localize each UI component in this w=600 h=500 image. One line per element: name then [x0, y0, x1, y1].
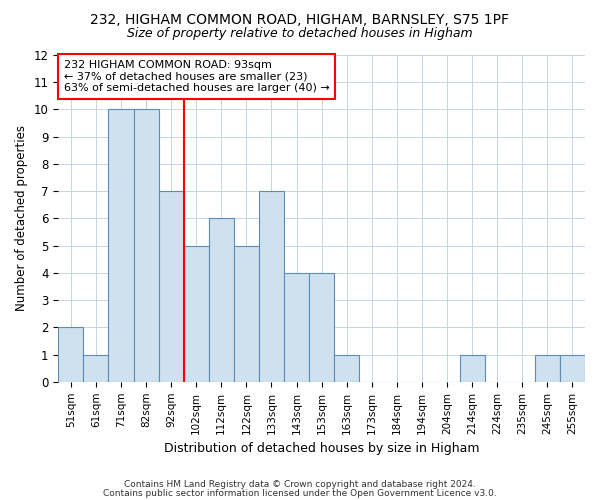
Bar: [259, 191, 284, 382]
Bar: [234, 246, 259, 382]
Bar: [158, 191, 184, 382]
Bar: [535, 354, 560, 382]
Text: Size of property relative to detached houses in Higham: Size of property relative to detached ho…: [127, 28, 473, 40]
Bar: [58, 328, 83, 382]
Text: Contains public sector information licensed under the Open Government Licence v3: Contains public sector information licen…: [103, 488, 497, 498]
X-axis label: Distribution of detached houses by size in Higham: Distribution of detached houses by size …: [164, 442, 479, 455]
Text: 232 HIGHAM COMMON ROAD: 93sqm
← 37% of detached houses are smaller (23)
63% of s: 232 HIGHAM COMMON ROAD: 93sqm ← 37% of d…: [64, 60, 329, 93]
Bar: [109, 110, 134, 382]
Bar: [134, 110, 158, 382]
Bar: [284, 273, 309, 382]
Bar: [560, 354, 585, 382]
Bar: [83, 354, 109, 382]
Y-axis label: Number of detached properties: Number of detached properties: [15, 126, 28, 312]
Text: Contains HM Land Registry data © Crown copyright and database right 2024.: Contains HM Land Registry data © Crown c…: [124, 480, 476, 489]
Bar: [184, 246, 209, 382]
Text: 232, HIGHAM COMMON ROAD, HIGHAM, BARNSLEY, S75 1PF: 232, HIGHAM COMMON ROAD, HIGHAM, BARNSLE…: [91, 12, 509, 26]
Bar: [209, 218, 234, 382]
Bar: [309, 273, 334, 382]
Bar: [460, 354, 485, 382]
Bar: [334, 354, 359, 382]
